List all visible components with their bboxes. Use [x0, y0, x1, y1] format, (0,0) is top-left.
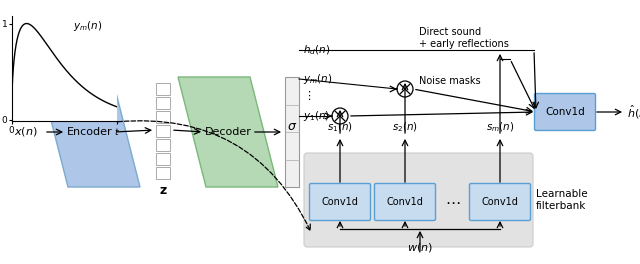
FancyBboxPatch shape	[374, 183, 435, 220]
Bar	[156, 83, 170, 95]
Text: Conv1d: Conv1d	[387, 197, 424, 207]
Text: Conv1d: Conv1d	[545, 107, 585, 117]
Bar	[285, 77, 299, 187]
FancyBboxPatch shape	[470, 183, 531, 220]
FancyBboxPatch shape	[534, 93, 595, 130]
Text: Learnable
filterbank: Learnable filterbank	[536, 189, 588, 211]
Text: $s_2(n)$: $s_2(n)$	[392, 120, 418, 134]
Text: Conv1d: Conv1d	[321, 197, 358, 207]
Bar	[156, 111, 170, 123]
Bar	[156, 125, 170, 137]
Text: Direct sound
+ early reflections: Direct sound + early reflections	[419, 27, 509, 49]
Text: $s_1(n)$: $s_1(n)$	[327, 120, 353, 134]
FancyBboxPatch shape	[310, 183, 371, 220]
Text: Decoder: Decoder	[205, 127, 252, 137]
Text: $y_m(n)$: $y_m(n)$	[303, 72, 333, 86]
FancyBboxPatch shape	[304, 153, 533, 247]
Bar	[156, 139, 170, 151]
Text: $\mathbf{z}$: $\mathbf{z}$	[159, 185, 167, 197]
Text: $\hat{h}(n)$: $\hat{h}(n)$	[627, 103, 640, 121]
Polygon shape	[178, 77, 278, 187]
Text: $\sigma$: $\sigma$	[287, 120, 297, 134]
Bar	[156, 167, 170, 179]
Bar	[156, 97, 170, 109]
Text: $y_m(n)$: $y_m(n)$	[73, 18, 102, 32]
Text: $x(n)$: $x(n)$	[14, 125, 38, 139]
Polygon shape	[40, 77, 140, 187]
Circle shape	[332, 108, 348, 124]
Text: $\vdots$: $\vdots$	[303, 89, 311, 102]
Circle shape	[397, 81, 413, 97]
Text: $y_1(n)$: $y_1(n)$	[303, 109, 330, 123]
Text: $h_d(n)$: $h_d(n)$	[303, 43, 330, 57]
Bar	[156, 153, 170, 165]
Text: $w(n)$: $w(n)$	[407, 241, 433, 254]
Text: Noise masks: Noise masks	[419, 76, 481, 86]
Text: $s_m(n)$: $s_m(n)$	[486, 120, 515, 134]
Text: Conv1d: Conv1d	[481, 197, 518, 207]
Text: Encoder: Encoder	[67, 127, 113, 137]
Text: $\cdots$: $\cdots$	[445, 195, 460, 210]
